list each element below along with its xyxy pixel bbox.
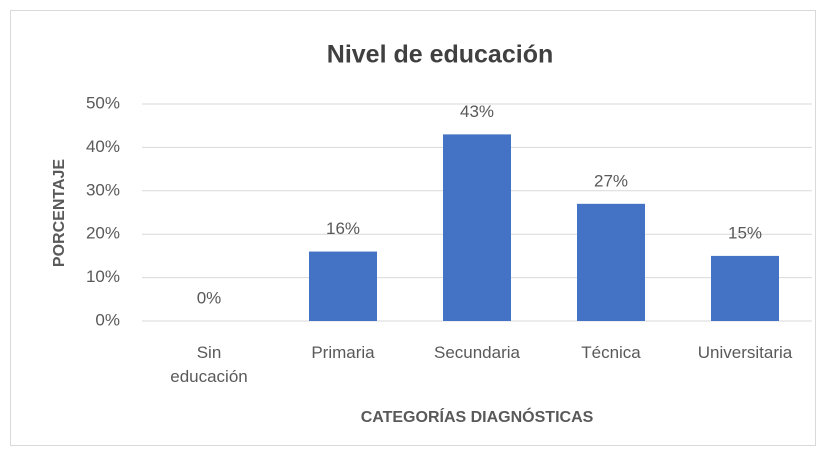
value-label: 15% xyxy=(728,223,762,242)
y-tick-label: 0% xyxy=(95,310,120,329)
y-tick-label: 40% xyxy=(86,137,120,156)
x-axis-title: CATEGORÍAS DIAGNÓSTICAS xyxy=(361,407,594,426)
x-tick-label: Secundaria xyxy=(433,343,520,362)
value-label: 0% xyxy=(197,288,222,307)
value-label: 43% xyxy=(460,102,494,121)
x-tick-label: Primaria xyxy=(311,343,375,362)
bar xyxy=(711,255,779,321)
x-tick-label: Universitaria xyxy=(697,343,793,362)
bar xyxy=(443,134,511,321)
y-tick-label: 20% xyxy=(86,224,120,243)
y-tick-label: 10% xyxy=(86,267,120,286)
bar xyxy=(309,251,377,321)
chart-title: Nivel de educación xyxy=(327,41,553,69)
bar xyxy=(577,203,645,321)
x-tick-label: Sin educación xyxy=(170,343,248,386)
y-axis-title: PORCENTAJE xyxy=(51,159,68,267)
value-label: 16% xyxy=(326,219,360,238)
value-label: 27% xyxy=(594,171,628,190)
x-tick-label: Técnica xyxy=(581,343,641,362)
y-tick-label: 30% xyxy=(86,180,120,199)
chart-border xyxy=(10,10,816,446)
y-tick-label: 50% xyxy=(86,93,120,112)
